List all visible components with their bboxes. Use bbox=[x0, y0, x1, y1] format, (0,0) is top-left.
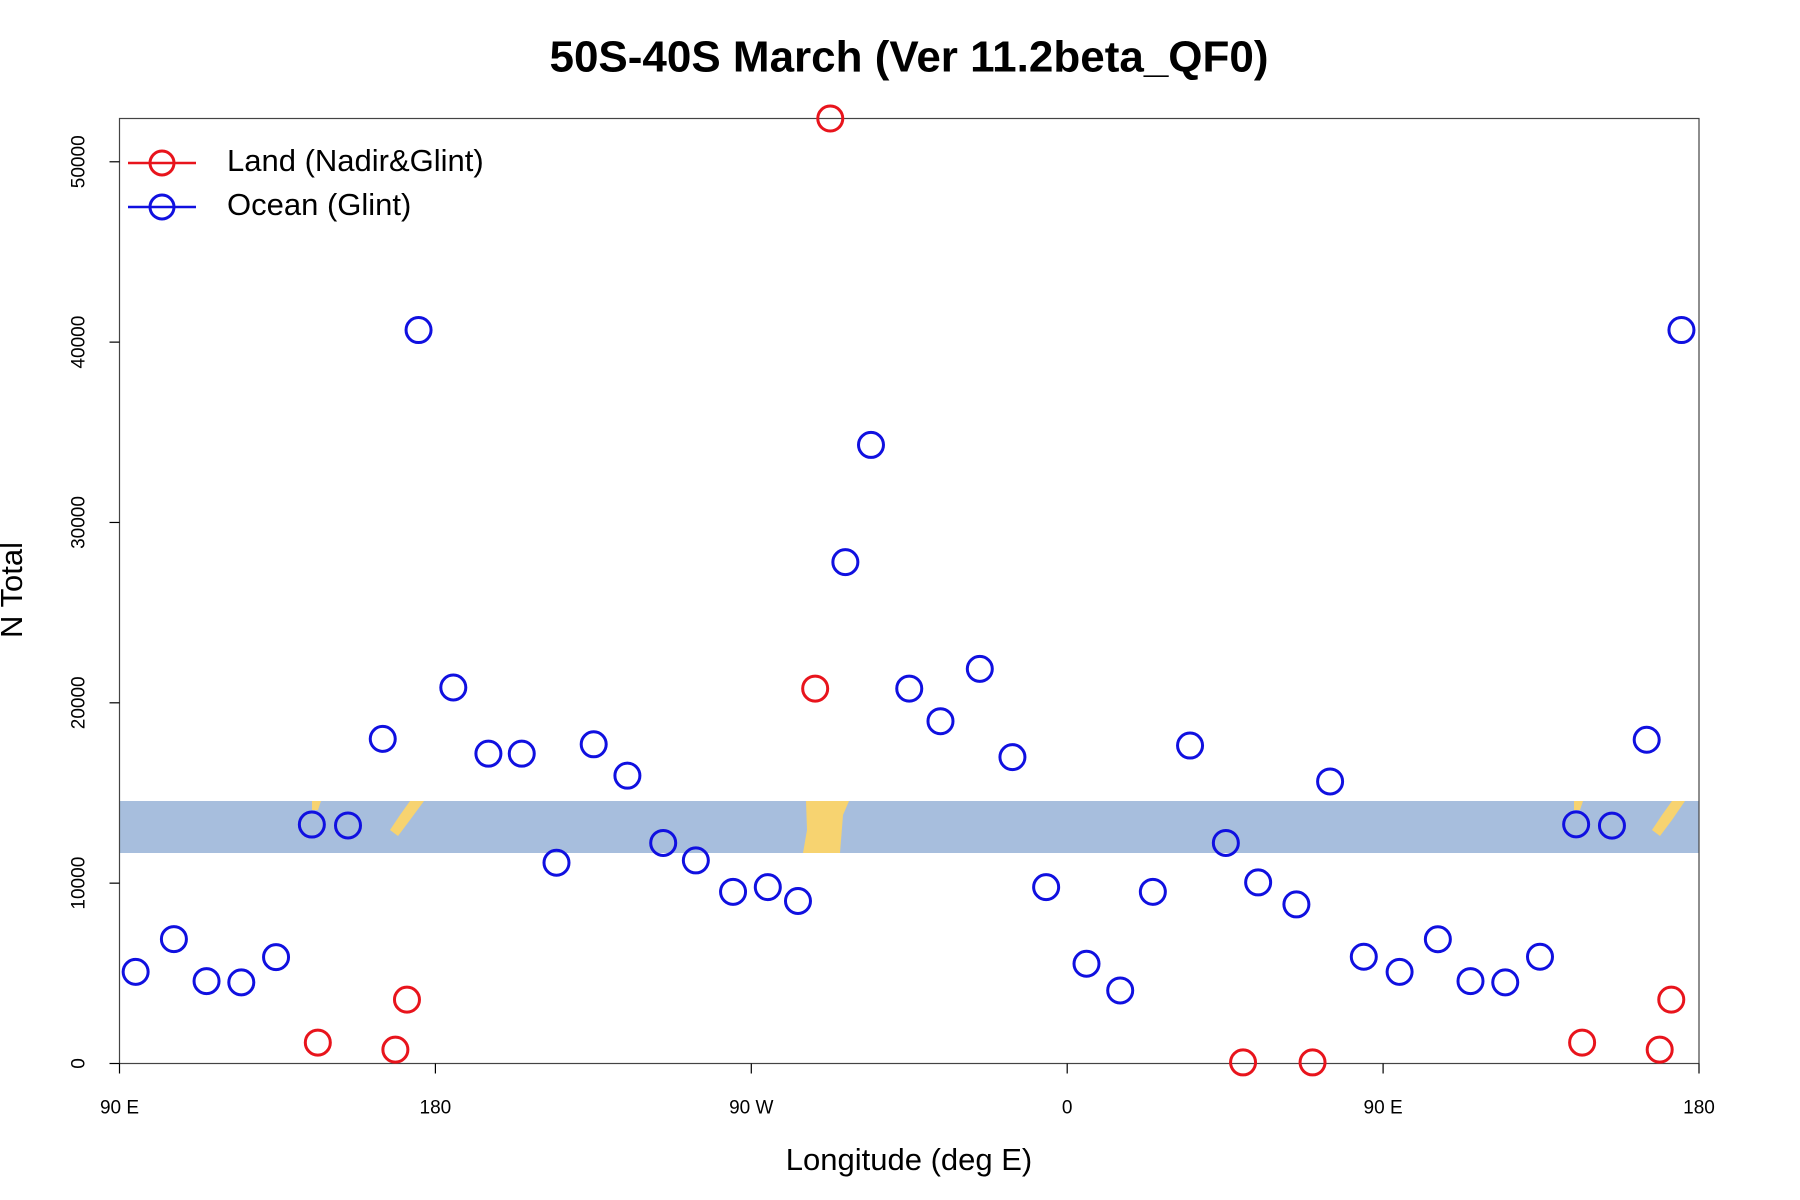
point bbox=[1229, 1048, 1258, 1077]
point bbox=[783, 887, 812, 916]
point bbox=[474, 739, 503, 768]
point bbox=[1657, 985, 1686, 1014]
point bbox=[1632, 725, 1661, 754]
point bbox=[1072, 949, 1101, 978]
point bbox=[1138, 877, 1167, 906]
y-tick-label: 20000 bbox=[69, 676, 90, 729]
point bbox=[1667, 316, 1696, 345]
point bbox=[816, 104, 845, 133]
point bbox=[368, 724, 397, 753]
point bbox=[1349, 942, 1378, 971]
point bbox=[1562, 810, 1591, 839]
plot-frame bbox=[118, 117, 1700, 1065]
x-tick-label: 90 E bbox=[100, 1098, 139, 1119]
point bbox=[965, 654, 994, 683]
point bbox=[895, 674, 924, 703]
point bbox=[998, 743, 1027, 772]
point bbox=[1456, 967, 1485, 996]
y-tick-label: 30000 bbox=[69, 496, 90, 549]
legend-label: Land (Nadir&Glint) bbox=[227, 143, 484, 178]
point bbox=[303, 1028, 332, 1057]
x-tick-label: 0 bbox=[1062, 1098, 1073, 1119]
point bbox=[1032, 873, 1061, 902]
point bbox=[192, 967, 221, 996]
land-shape bbox=[803, 801, 849, 853]
point bbox=[1176, 731, 1205, 760]
x-tick-label: 90 E bbox=[1364, 1098, 1403, 1119]
point bbox=[1385, 957, 1414, 986]
legend-marker bbox=[148, 193, 176, 221]
point bbox=[579, 730, 608, 759]
ocean-band bbox=[119, 801, 1699, 853]
land-shape bbox=[1574, 801, 1583, 810]
point bbox=[159, 925, 188, 954]
point bbox=[297, 810, 326, 839]
y-tick-label: 0 bbox=[69, 1058, 90, 1069]
point bbox=[681, 846, 710, 875]
point bbox=[1316, 767, 1345, 796]
point bbox=[649, 828, 678, 857]
point bbox=[1491, 968, 1520, 997]
y-tick-label: 50000 bbox=[69, 135, 90, 188]
y-axis-label: N Total bbox=[0, 542, 29, 638]
point bbox=[1106, 976, 1135, 1005]
point bbox=[856, 430, 885, 459]
x-axis-label: Longitude (deg E) bbox=[786, 1142, 1032, 1177]
point bbox=[404, 316, 433, 345]
land-shape bbox=[390, 801, 424, 836]
legend: Land (Nadir&Glint) Ocean (Glint) bbox=[128, 143, 484, 222]
point bbox=[1244, 868, 1273, 897]
y-tick-label: 40000 bbox=[69, 316, 90, 369]
point bbox=[121, 957, 150, 986]
point bbox=[753, 873, 782, 902]
land-shape bbox=[1652, 801, 1685, 836]
x-tick-label: 180 bbox=[420, 1098, 452, 1119]
point bbox=[1525, 942, 1554, 971]
y-tick-label: 10000 bbox=[69, 857, 90, 910]
x-tick-label: 90 W bbox=[729, 1098, 773, 1119]
point bbox=[262, 943, 291, 972]
legend-label: Ocean (Glint) bbox=[227, 187, 411, 222]
point bbox=[801, 674, 830, 703]
point bbox=[439, 673, 468, 702]
point bbox=[1423, 925, 1452, 954]
point bbox=[613, 761, 642, 790]
point bbox=[381, 1035, 410, 1064]
legend-marker bbox=[148, 149, 176, 177]
point bbox=[227, 968, 256, 997]
point bbox=[1645, 1035, 1674, 1064]
chart-title: 50S-40S March (Ver 11.2beta_QF0) bbox=[549, 33, 1268, 82]
point bbox=[507, 739, 536, 768]
x-tick-label: 180 bbox=[1683, 1098, 1715, 1119]
point bbox=[542, 848, 571, 877]
map-strip bbox=[119, 801, 1699, 853]
land-shape bbox=[312, 801, 321, 810]
point bbox=[926, 707, 955, 736]
point bbox=[1568, 1028, 1597, 1057]
point bbox=[719, 877, 748, 906]
point bbox=[1597, 811, 1626, 840]
point bbox=[1282, 890, 1311, 919]
point bbox=[1298, 1048, 1327, 1077]
point bbox=[1211, 828, 1240, 857]
point bbox=[831, 548, 860, 577]
point bbox=[392, 985, 421, 1014]
point bbox=[334, 811, 363, 840]
